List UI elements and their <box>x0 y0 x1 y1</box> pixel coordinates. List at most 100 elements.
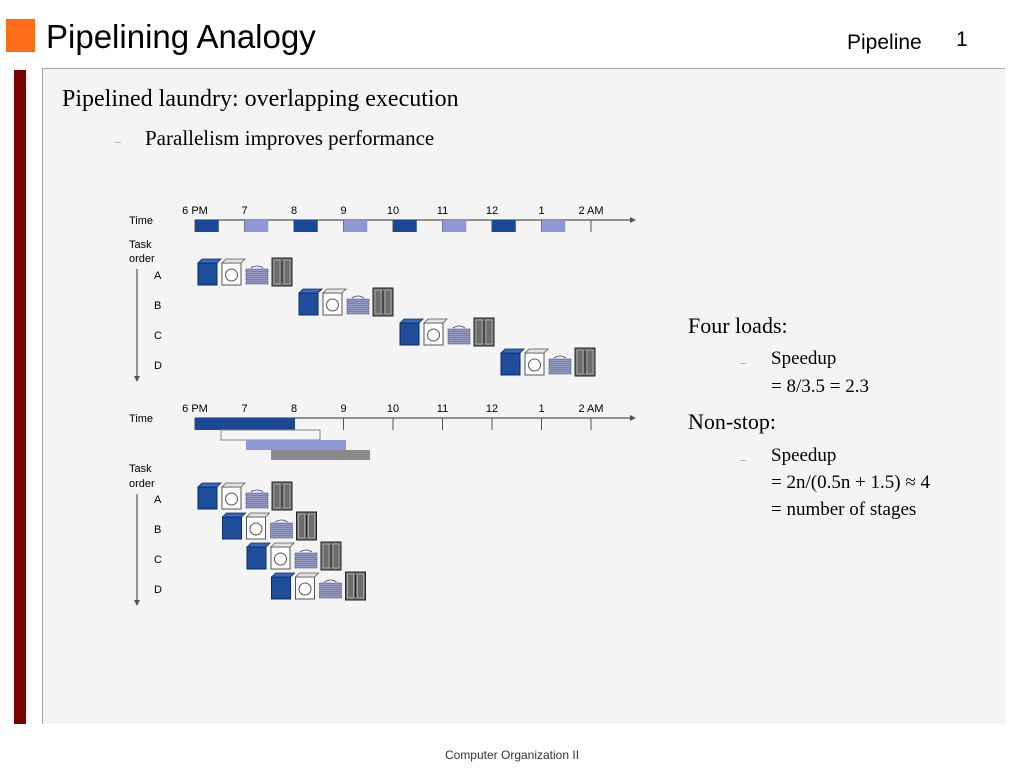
note-non-stop: Non-stop: <box>688 409 776 434</box>
folded-shirt <box>319 582 342 587</box>
dryer-door <box>225 492 238 506</box>
time-axis-arrowhead-2 <box>630 415 636 421</box>
washer-top <box>500 348 525 354</box>
slide-title: Pipelining Analogy <box>46 18 316 55</box>
shirt-collar <box>452 325 466 329</box>
time-tick-label: 8 <box>291 205 297 217</box>
dryer-icon <box>524 352 545 376</box>
folder-icon <box>245 265 269 285</box>
time-slot <box>195 220 219 232</box>
time-slot <box>442 220 467 232</box>
task-order-label-2-line1: Task <box>129 463 152 475</box>
washer-icon <box>298 292 319 316</box>
dryer-icon <box>270 546 291 570</box>
folded-shirt <box>548 362 572 367</box>
dryer-icon <box>423 322 444 346</box>
dryer-top <box>423 318 448 324</box>
washer-icon <box>197 262 218 286</box>
task-label: D <box>154 584 162 596</box>
folded-shirt <box>294 552 318 557</box>
time-tick-label: 7 <box>241 205 247 217</box>
time-slot <box>492 220 516 232</box>
folded-shirt <box>245 280 269 285</box>
task-order-arrowhead-2 <box>134 600 140 606</box>
folded-shirt <box>319 590 342 595</box>
closet-door-right <box>485 319 493 345</box>
dryer-icon <box>221 486 242 510</box>
time-tick-label: 1 <box>538 403 544 415</box>
folded-shirt <box>346 302 370 307</box>
bullet-pipelined-laundry: Pipelined laundry: overlapping execution <box>62 86 459 112</box>
stage-bar-folder <box>246 440 346 450</box>
task-label: A <box>154 494 162 506</box>
shirt-collar <box>275 519 288 523</box>
dryer-top <box>294 572 320 578</box>
stage-bar-dryer <box>220 429 321 441</box>
dryer-door <box>326 298 339 312</box>
task-rows-pipelined: A B C D <box>154 481 366 601</box>
shirt-collar <box>299 549 313 553</box>
time-tick-label: 9 <box>340 403 346 415</box>
washer-top <box>197 258 222 264</box>
washer-icon <box>500 352 521 376</box>
closet-door-right <box>332 543 340 569</box>
sub-bullet-parallelism: Parallelism improves performance <box>145 126 435 150</box>
washer-top <box>246 542 271 548</box>
folded-shirt <box>294 560 318 565</box>
folded-shirt <box>245 272 269 277</box>
shirt-collar <box>351 295 365 299</box>
washer-icon <box>222 516 242 540</box>
closet-door-left <box>475 319 483 345</box>
dryer-door <box>274 552 287 566</box>
folder-icon <box>294 549 318 569</box>
folded-shirt <box>245 268 269 273</box>
time-slot <box>294 220 318 232</box>
slide-topic: Pipeline <box>847 31 922 54</box>
closet-door-right <box>283 259 291 285</box>
task-label: D <box>154 360 162 372</box>
time-tick-label: 2 AM <box>578 205 603 217</box>
time-slot <box>541 220 566 232</box>
closet-door-left <box>374 289 382 315</box>
dryer-top <box>245 512 271 518</box>
folded-shirt <box>319 594 342 599</box>
time-axis-label: Time <box>129 215 153 227</box>
time-tick-label: 7 <box>241 403 247 415</box>
note-speedup-2: Speedup <box>771 445 837 466</box>
dryer-door <box>225 268 238 282</box>
task-label: C <box>154 330 162 342</box>
dryer-top <box>322 288 347 294</box>
content-panel <box>42 68 1005 724</box>
stage-bar-closet <box>271 450 370 460</box>
closet-door-left <box>322 543 330 569</box>
folded-shirt <box>270 534 293 539</box>
dryer-door <box>427 328 440 342</box>
folded-shirt <box>548 358 572 363</box>
folded-shirt <box>245 504 269 509</box>
washer-icon <box>246 546 267 570</box>
task-order-label-line1: Task <box>129 239 152 251</box>
time-tick-label: 11 <box>437 403 448 415</box>
shirt-collar <box>324 579 337 583</box>
folded-shirt <box>548 370 572 375</box>
stage-bar-washer <box>195 418 295 430</box>
dryer-top <box>270 542 295 548</box>
folded-shirt <box>346 306 370 311</box>
laundry-pipeline-figure: Time 6 PM 7 8 9 10 11 12 1 2 AM Task order ABCD … <box>129 205 636 606</box>
closet-door-left <box>347 573 354 599</box>
time-axis-arrowhead <box>630 217 636 223</box>
time-tick-label: 12 <box>486 403 498 415</box>
washer-top <box>197 482 222 488</box>
task-label: B <box>154 524 161 536</box>
time-tick-label: 10 <box>387 205 399 217</box>
dryer-door <box>298 582 312 596</box>
dryer-top <box>524 348 549 354</box>
note-speedup-1: Speedup <box>771 348 837 369</box>
dryer-icon <box>246 516 266 540</box>
dryer-top <box>221 258 246 264</box>
folded-shirt <box>447 332 471 337</box>
folder-icon <box>548 355 572 375</box>
folded-shirt <box>346 310 370 315</box>
folded-shirt <box>294 556 318 561</box>
title-accent-square <box>6 19 35 52</box>
